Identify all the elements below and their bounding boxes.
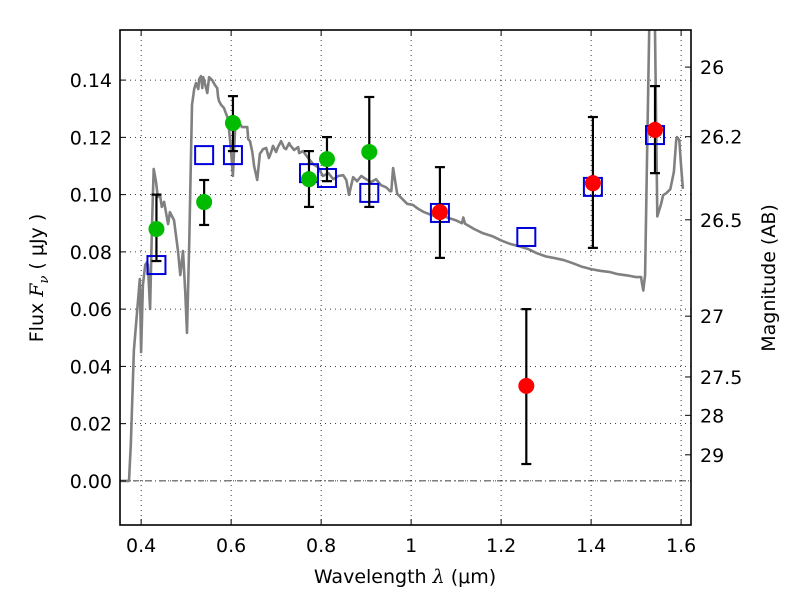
x-tick-label: 1.6 <box>666 535 696 557</box>
plot-area <box>120 30 691 525</box>
optical-photometry-point <box>224 115 241 132</box>
y-axis-label-symbol: F <box>26 283 48 298</box>
nir-photometry-point <box>431 204 448 221</box>
optical-photometry-point <box>361 143 378 160</box>
x-tick-label: 1 <box>405 535 417 557</box>
x-tick-labels: 0.4 0.6 0.8 1 1.2 1.4 1.6 <box>126 535 696 557</box>
x-tick-label: 1.2 <box>486 535 516 557</box>
y-tick-label: 0.14 <box>70 70 112 92</box>
optical-photometry-point <box>148 220 165 237</box>
y-tick-label: 0.06 <box>70 299 112 321</box>
y-tick-label: 0.04 <box>70 356 112 378</box>
x-axis-label-unit: (μm) <box>445 566 496 588</box>
x-tick-label: 0.8 <box>306 535 336 557</box>
nir-photometry-point <box>647 121 664 138</box>
y-axis-label-text: Flux <box>26 297 48 343</box>
nir-photometry-point <box>584 175 601 192</box>
y-axis-label: Flux Fν ( μJy ) <box>26 214 52 343</box>
x-axis-label: Wavelength λ (μm) <box>314 566 496 588</box>
y2-axis-label: Magnitude (AB) <box>758 204 780 352</box>
model-spectrum-line <box>120 30 685 483</box>
optical-photometry-point <box>196 194 213 211</box>
y2-tick-label: 26.5 <box>700 210 742 232</box>
photometry-points-layer <box>148 115 664 394</box>
y-tick-labels: 0.00 0.02 0.04 0.06 0.08 0.10 0.12 0.14 <box>70 70 112 493</box>
x-tick-label: 0.4 <box>126 535 156 557</box>
synthetic-photometry-square <box>516 226 537 247</box>
y2-tick-label: 27.5 <box>700 367 742 389</box>
x-axis-label-text: Wavelength <box>314 566 433 588</box>
plot-frame <box>119 29 692 526</box>
synthetic-photometry-square <box>194 145 215 166</box>
model-spectrum-layer <box>120 30 685 483</box>
y-tick-label: 0.10 <box>70 185 112 207</box>
nir-photometry-point <box>518 377 535 394</box>
y2-tick-label: 29 <box>700 445 724 467</box>
y2-tick-label: 27 <box>700 306 724 328</box>
y-axis-label-unit: ( μJy ) <box>26 214 48 276</box>
y-tick-label: 0.00 <box>70 471 112 493</box>
optical-photometry-point <box>318 151 335 168</box>
y-tick-label: 0.12 <box>70 127 112 149</box>
y2-tick-label: 26.2 <box>700 127 742 149</box>
x-tick-label: 1.4 <box>576 535 606 557</box>
y-tick-label: 0.02 <box>70 414 112 436</box>
x-tick-label: 0.6 <box>216 535 246 557</box>
y2-tick-label: 26 <box>700 57 724 79</box>
y2-tick-labels: 26 26.2 26.5 27 27.5 28 29 <box>700 57 742 467</box>
optical-photometry-point <box>300 171 317 188</box>
y2-tick-label: 28 <box>700 405 724 427</box>
y-tick-label: 0.08 <box>70 242 112 264</box>
ticks <box>120 30 691 525</box>
x-axis-label-symbol: λ <box>432 566 445 588</box>
y-axis-label-subscript: ν <box>37 276 52 284</box>
